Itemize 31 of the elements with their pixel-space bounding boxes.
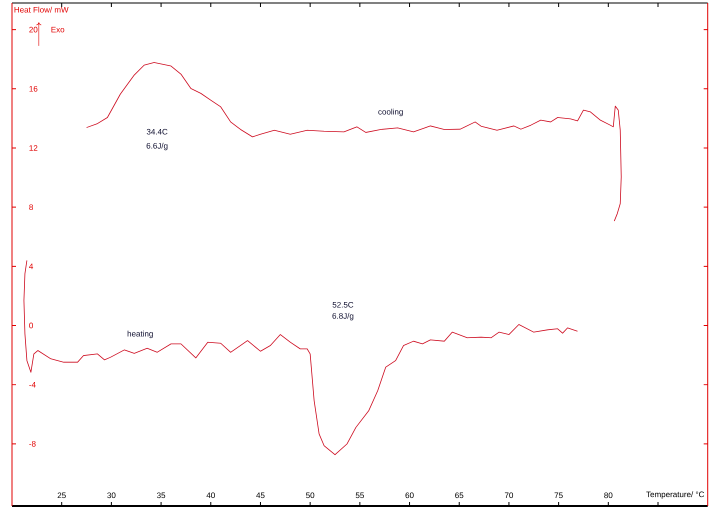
y-tick-label: 16 (29, 86, 38, 92)
x-tick-label: 30 (107, 492, 116, 498)
annotation: 6.8J/g (332, 312, 354, 320)
x-tick-label: 45 (256, 492, 265, 498)
x-tick-label: 75 (554, 492, 563, 498)
y-tick-label: -8 (29, 441, 36, 447)
x-tick-label: 35 (156, 492, 166, 498)
y-tick-label: 0 (29, 322, 34, 328)
x-tick-label: 40 (206, 492, 215, 498)
x-tick-label: 65 (455, 492, 464, 498)
annotation: 34.4C (146, 128, 168, 135)
y-axis-title: Heat Flow/ mW (14, 6, 69, 13)
x-tick-label: 70 (504, 492, 514, 498)
y-tick-label: 20 (29, 26, 38, 32)
y-tick-label: -4 (29, 382, 36, 388)
x-tick-label: 25 (58, 492, 66, 498)
y-tick-label: 4 (29, 264, 34, 270)
y-tick-label: 8 (29, 204, 33, 210)
series-label: heating (128, 330, 153, 338)
line-series (24, 260, 578, 456)
annotation: 52.5C (332, 302, 354, 308)
line-series (86, 62, 622, 222)
annotation: Exo (51, 26, 64, 32)
x-tick-label: 60 (406, 492, 414, 498)
series-label: cooling (378, 108, 403, 116)
annotation: 6.6J/g (146, 142, 168, 150)
y-tick-label: 12 (29, 145, 38, 151)
x-axis-title: Temperature/ °C (646, 491, 704, 499)
x-tick-label: 80 (604, 492, 612, 498)
x-tick-label: 55 (356, 492, 364, 498)
x-tick-label: 50 (306, 492, 314, 498)
